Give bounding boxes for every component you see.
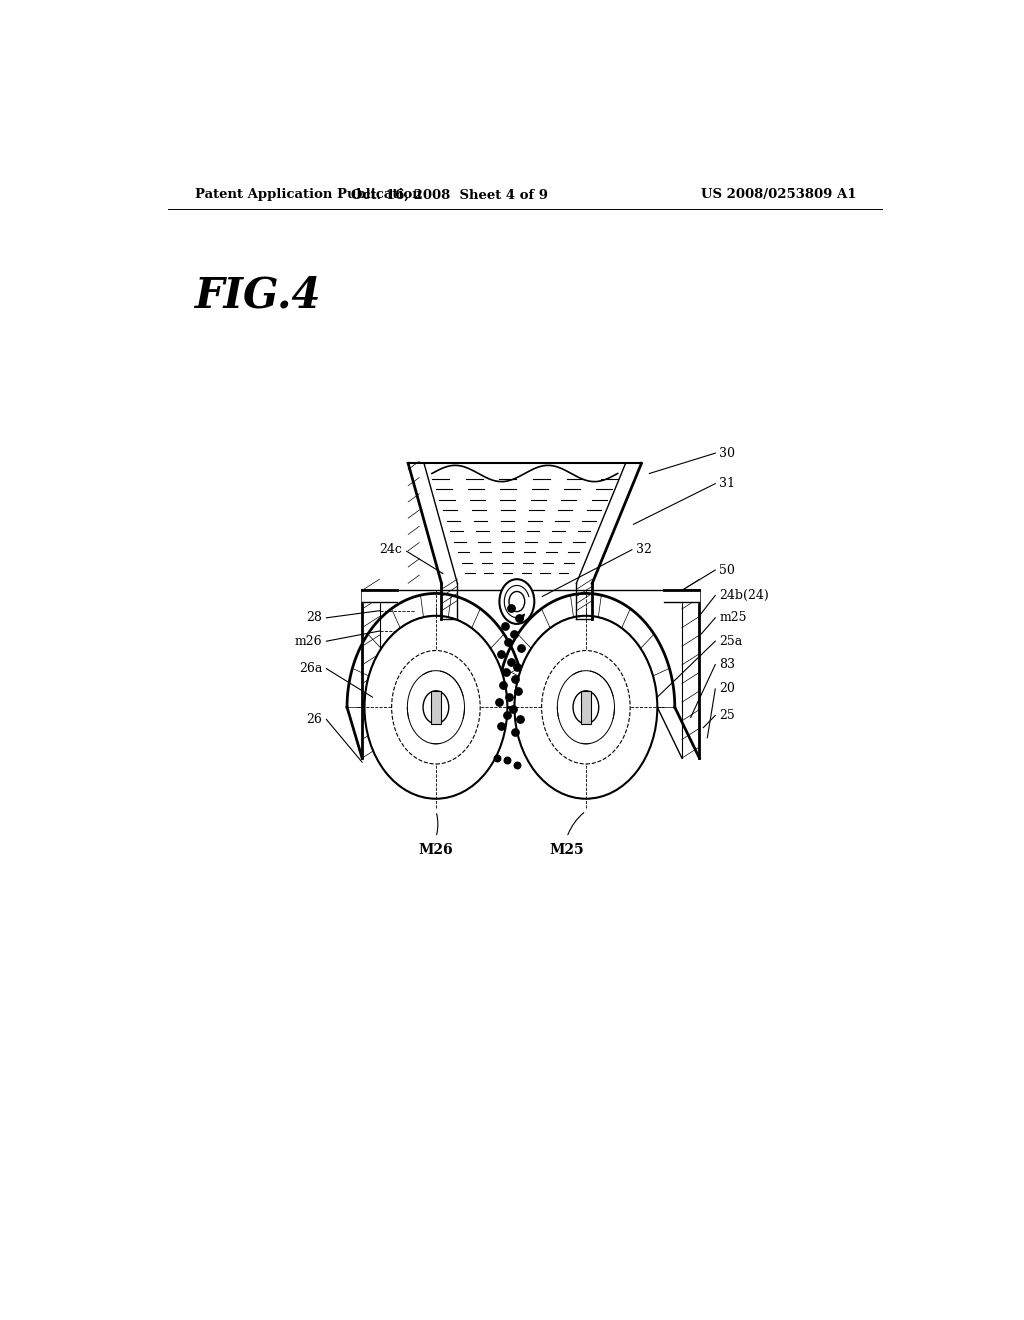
Circle shape	[573, 690, 599, 723]
Text: 31: 31	[719, 477, 735, 490]
Circle shape	[500, 579, 535, 624]
Point	[511, 607, 527, 628]
Text: 32: 32	[636, 544, 652, 556]
Point	[513, 638, 529, 659]
Circle shape	[423, 690, 449, 723]
Bar	[431, 690, 441, 723]
Text: 20: 20	[719, 682, 735, 696]
Point	[509, 656, 525, 677]
Polygon shape	[424, 470, 626, 583]
Point	[507, 668, 523, 689]
Circle shape	[391, 651, 480, 764]
Point	[500, 632, 516, 653]
Polygon shape	[362, 590, 380, 809]
Text: 28: 28	[306, 611, 323, 624]
Polygon shape	[365, 590, 682, 758]
Point	[497, 615, 513, 636]
Point	[490, 692, 507, 713]
Text: m25: m25	[719, 611, 746, 624]
Polygon shape	[362, 590, 380, 758]
Polygon shape	[362, 590, 397, 602]
Bar	[581, 690, 591, 723]
Point	[495, 675, 511, 696]
Circle shape	[509, 591, 524, 611]
Text: FIG.4: FIG.4	[196, 275, 322, 317]
Point	[506, 623, 522, 644]
Point	[498, 661, 514, 682]
Point	[507, 721, 523, 742]
Text: 24b(24): 24b(24)	[719, 589, 769, 602]
Text: M25: M25	[550, 842, 584, 857]
Text: 25a: 25a	[719, 635, 742, 648]
Text: 30: 30	[719, 446, 735, 459]
Circle shape	[514, 615, 657, 799]
Text: 83: 83	[719, 659, 735, 671]
Polygon shape	[347, 594, 524, 708]
Point	[503, 597, 519, 618]
Text: Patent Application Publication: Patent Application Publication	[196, 189, 422, 202]
Point	[499, 750, 515, 771]
Text: 26: 26	[306, 713, 323, 726]
Point	[493, 715, 509, 737]
Polygon shape	[497, 594, 675, 708]
Text: M26: M26	[419, 842, 454, 857]
Point	[505, 698, 521, 719]
Point	[501, 686, 517, 708]
Polygon shape	[682, 590, 699, 758]
Text: 24c: 24c	[379, 544, 401, 556]
Circle shape	[542, 651, 630, 764]
Point	[510, 680, 526, 701]
Text: 25: 25	[719, 709, 735, 722]
Point	[512, 709, 528, 730]
Text: 50: 50	[719, 564, 735, 577]
Point	[499, 705, 515, 726]
Point	[493, 644, 509, 665]
Text: m26: m26	[295, 635, 323, 648]
Polygon shape	[665, 590, 699, 602]
Text: US 2008/0253809 A1: US 2008/0253809 A1	[701, 189, 856, 202]
Point	[503, 651, 519, 672]
Text: 26a: 26a	[299, 663, 323, 675]
Point	[488, 747, 505, 768]
Text: Oct. 16, 2008  Sheet 4 of 9: Oct. 16, 2008 Sheet 4 of 9	[351, 189, 548, 202]
Circle shape	[365, 615, 507, 799]
Point	[509, 755, 525, 776]
